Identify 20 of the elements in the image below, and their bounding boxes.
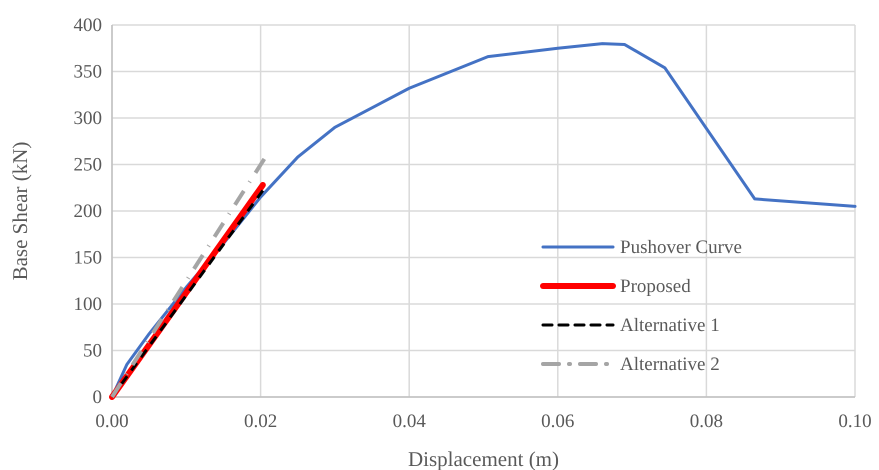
- y-axis-title: Base Shear (kN): [8, 142, 32, 280]
- y-tick-label: 0: [92, 387, 102, 408]
- y-tick-label: 50: [83, 340, 102, 362]
- legend-label: Pushover Curve: [620, 237, 742, 258]
- x-tick-label: 0.08: [690, 411, 724, 432]
- legend-label: Alternative 2: [620, 354, 720, 375]
- x-tick-label: 0.02: [244, 411, 278, 432]
- x-tick-label: 0.06: [541, 411, 574, 432]
- y-tick-label: 350: [74, 62, 102, 82]
- x-tick-label: 0.10: [838, 411, 872, 432]
- y-tick-label: 250: [74, 154, 102, 176]
- y-tick-label: 300: [74, 108, 102, 129]
- x-tick-label: 0.00: [95, 411, 129, 432]
- legend-label: Proposed: [620, 276, 692, 297]
- y-tick-label: 100: [74, 294, 102, 315]
- y-tick-label: 400: [74, 15, 102, 36]
- y-tick-label: 150: [74, 248, 102, 268]
- legend-label: Alternative 1: [620, 315, 720, 336]
- x-tick-label: 0.04: [392, 411, 426, 432]
- y-tick-label: 200: [74, 201, 102, 222]
